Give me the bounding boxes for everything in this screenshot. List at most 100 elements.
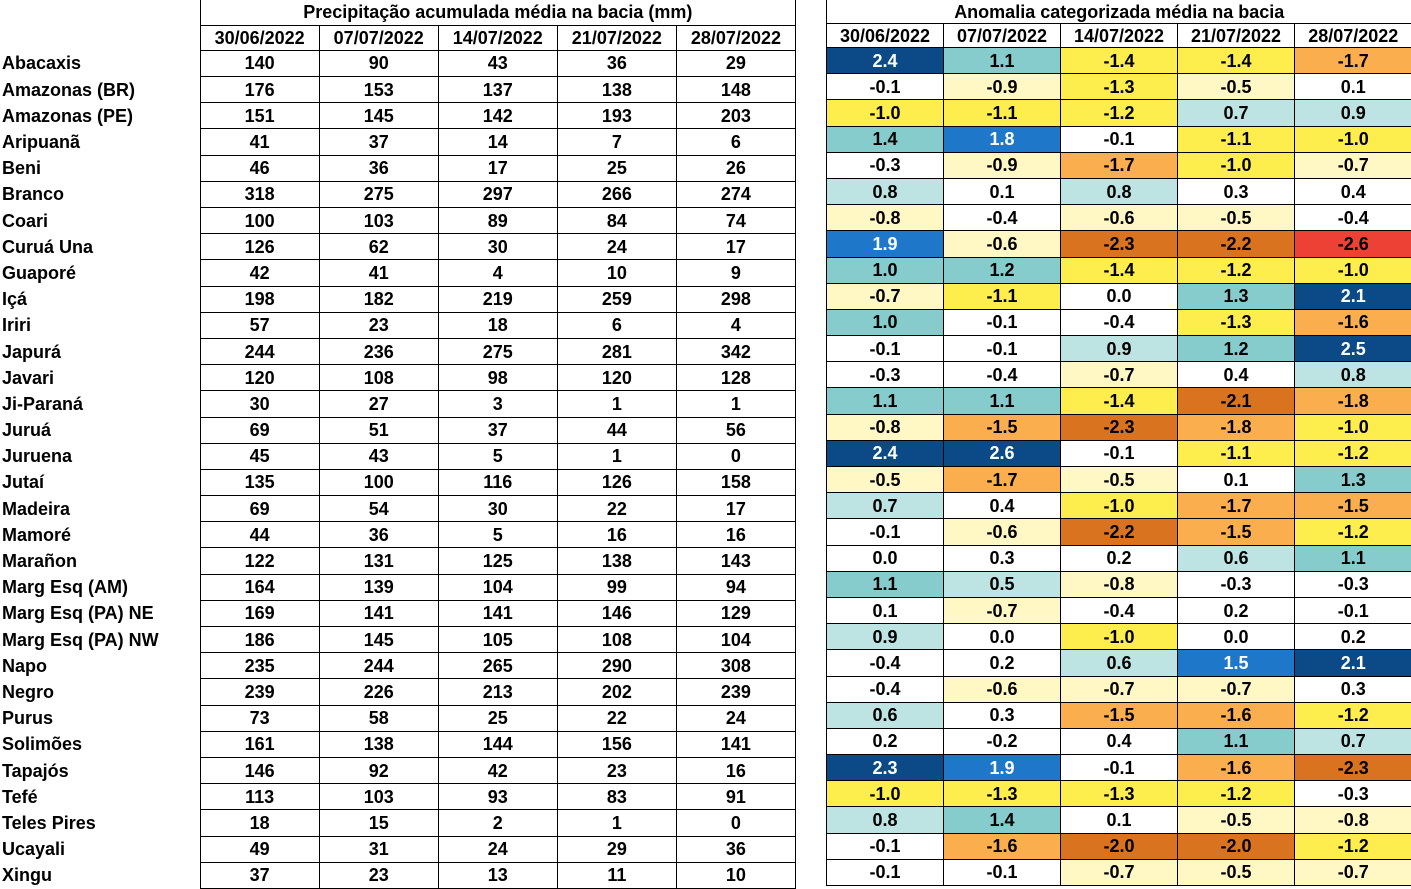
table-row: -0.1-0.1-0.7-0.5-0.7 — [827, 859, 1411, 885]
anomaly-value: 0.4 — [1178, 362, 1295, 388]
precip-value: 213 — [438, 679, 557, 705]
precip-value: 342 — [676, 338, 795, 364]
precip-date-header: 21/07/2022 — [557, 25, 676, 50]
anomaly-value: 1.9 — [944, 755, 1061, 781]
anomaly-value: -0.6 — [944, 676, 1061, 702]
anomaly-value: -0.3 — [1178, 571, 1295, 597]
anomaly-value: 0.9 — [827, 624, 944, 650]
precip-value: 161 — [200, 731, 319, 757]
precip-value: 113 — [200, 784, 319, 810]
table-row: -0.8-0.4-0.6-0.5-0.4 — [827, 205, 1411, 231]
precip-value: 129 — [676, 600, 795, 626]
anomaly-value: -1.3 — [944, 781, 1061, 807]
precip-value: 104 — [438, 574, 557, 600]
anomaly-value: -1.2 — [1178, 257, 1295, 283]
anomaly-value: 1.9 — [827, 231, 944, 257]
basin-name: Madeira — [0, 496, 200, 522]
precip-value: 290 — [557, 653, 676, 679]
anomaly-value: -1.0 — [1295, 126, 1411, 152]
anomaly-value: -1.7 — [1295, 48, 1411, 74]
precip-value: 44 — [557, 417, 676, 443]
anomaly-value: -0.7 — [944, 597, 1061, 623]
anomaly-value: -0.7 — [1061, 676, 1178, 702]
precip-value: 57 — [200, 312, 319, 338]
precip-value: 5 — [438, 522, 557, 548]
anomaly-value: -0.1 — [1295, 597, 1411, 623]
anomaly-value: 0.2 — [1295, 624, 1411, 650]
precip-value: 116 — [438, 469, 557, 495]
precip-value: 30 — [200, 391, 319, 417]
anomaly-value: -1.7 — [1061, 152, 1178, 178]
anomaly-value: -1.1 — [1178, 126, 1295, 152]
precip-value: 11 — [557, 862, 676, 888]
basin-name: Içá — [0, 286, 200, 312]
precip-value: 151 — [200, 103, 319, 129]
anomaly-value: -0.6 — [944, 519, 1061, 545]
basin-name: Napo — [0, 653, 200, 679]
anomaly-value: 2.6 — [944, 440, 1061, 466]
precip-value: 84 — [557, 208, 676, 234]
precip-value: 51 — [319, 417, 438, 443]
anomaly-value: -1.6 — [1295, 309, 1411, 335]
anomaly-value: -0.8 — [827, 205, 944, 231]
anomaly-value: -0.4 — [1295, 205, 1411, 231]
precip-value: 244 — [319, 653, 438, 679]
precip-value: 62 — [319, 234, 438, 260]
anomaly-value: -0.5 — [1178, 859, 1295, 885]
anomaly-value: 0.7 — [1178, 100, 1295, 126]
basin-name: Aripuanã — [0, 129, 200, 155]
anomaly-value: -0.4 — [944, 205, 1061, 231]
anomaly-value: -1.2 — [1178, 781, 1295, 807]
precip-value: 58 — [319, 705, 438, 731]
precipitation-table: Precipitação acumulada média na bacia (m… — [0, 0, 796, 889]
anomaly-value: -1.3 — [1061, 74, 1178, 100]
basin-name: Mamoré — [0, 522, 200, 548]
anomaly-value: -1.3 — [1178, 309, 1295, 335]
anomaly-value: -0.7 — [1061, 362, 1178, 388]
anomaly-value: -2.3 — [1061, 414, 1178, 440]
anomaly-value: 0.7 — [827, 493, 944, 519]
anomaly-value: -0.5 — [827, 467, 944, 493]
anomaly-value: -2.0 — [1178, 833, 1295, 859]
precip-value: 7 — [557, 129, 676, 155]
precip-value: 1 — [557, 391, 676, 417]
precip-value: 219 — [438, 286, 557, 312]
anomaly-value: -2.0 — [1061, 833, 1178, 859]
precip-value: 137 — [438, 77, 557, 103]
anomaly-value: 0.4 — [944, 493, 1061, 519]
anomaly-value: 1.3 — [1295, 467, 1411, 493]
anomaly-value: -1.0 — [1061, 493, 1178, 519]
precip-value: 89 — [438, 208, 557, 234]
anomaly-value: 0.6 — [827, 702, 944, 728]
precip-value: 274 — [676, 181, 795, 207]
precip-value: 140 — [200, 50, 319, 76]
precip-value: 30 — [438, 234, 557, 260]
precip-value: 27 — [319, 391, 438, 417]
precip-value: 202 — [557, 679, 676, 705]
precip-value: 141 — [438, 600, 557, 626]
corner-blank — [0, 25, 200, 50]
anomaly-value: 2.4 — [827, 48, 944, 74]
anomaly-value: 0.1 — [827, 597, 944, 623]
basin-name: Beni — [0, 155, 200, 181]
precip-value: 145 — [319, 103, 438, 129]
anomaly-value: -1.2 — [1061, 100, 1178, 126]
anomaly-value: 0.0 — [827, 545, 944, 571]
anomaly-value: -0.1 — [944, 336, 1061, 362]
anomaly-value: -0.3 — [827, 152, 944, 178]
precip-value: 24 — [676, 705, 795, 731]
basin-name: Purus — [0, 705, 200, 731]
anomaly-value: -1.6 — [1178, 702, 1295, 728]
precip-value: 98 — [438, 365, 557, 391]
